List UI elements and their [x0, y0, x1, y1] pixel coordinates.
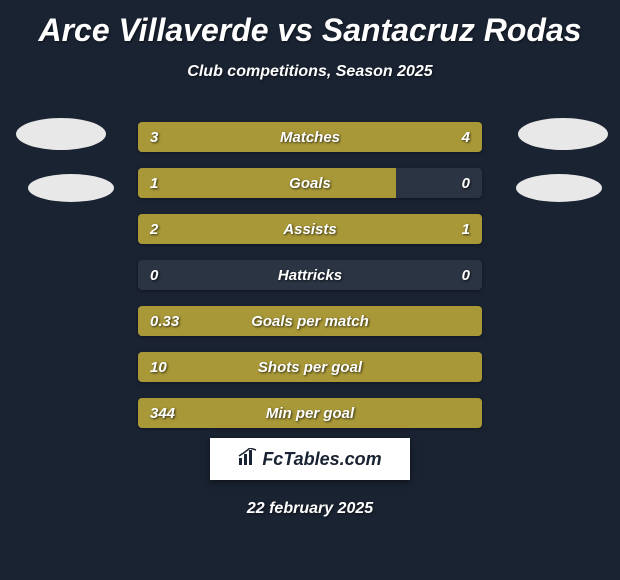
chart-icon	[238, 448, 258, 471]
team-right-avatar	[516, 174, 602, 202]
stat-label: Goals	[138, 168, 482, 198]
page-title: Arce Villaverde vs Santacruz Rodas	[0, 0, 620, 49]
subtitle: Club competitions, Season 2025	[0, 63, 620, 81]
stat-label: Assists	[138, 214, 482, 244]
stat-value-right: 0	[462, 168, 470, 198]
stat-label: Min per goal	[138, 398, 482, 428]
player-left-avatar	[16, 118, 106, 150]
player-right-avatar	[518, 118, 608, 150]
stat-row: 1Goals0	[138, 168, 482, 198]
stat-row: 3Matches4	[138, 122, 482, 152]
stat-row: 0Hattricks0	[138, 260, 482, 290]
stat-label: Goals per match	[138, 306, 482, 336]
stat-label: Shots per goal	[138, 352, 482, 382]
stat-row: 344Min per goal	[138, 398, 482, 428]
stat-value-right: 0	[462, 260, 470, 290]
watermark: FcTables.com	[210, 438, 410, 480]
team-left-avatar	[28, 174, 114, 202]
stat-label: Matches	[138, 122, 482, 152]
stats-bars: 3Matches41Goals02Assists10Hattricks00.33…	[138, 122, 482, 444]
stat-row: 0.33Goals per match	[138, 306, 482, 336]
stat-value-right: 1	[462, 214, 470, 244]
stat-label: Hattricks	[138, 260, 482, 290]
stat-row: 10Shots per goal	[138, 352, 482, 382]
stat-value-right: 4	[462, 122, 470, 152]
stat-row: 2Assists1	[138, 214, 482, 244]
watermark-text: FcTables.com	[262, 449, 381, 470]
date: 22 february 2025	[0, 500, 620, 518]
